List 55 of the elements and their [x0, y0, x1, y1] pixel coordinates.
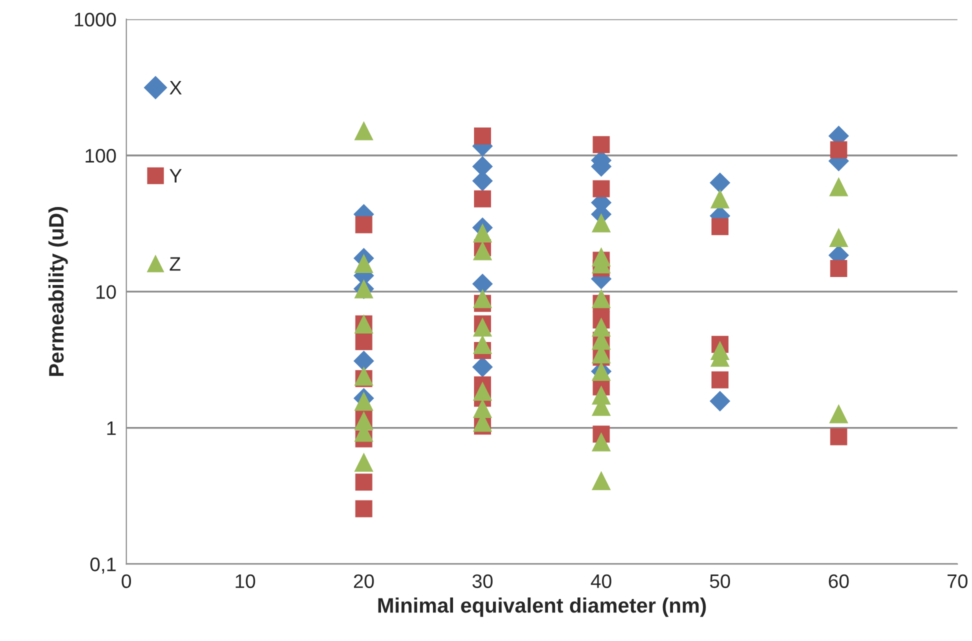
point [472, 317, 492, 337]
point [592, 432, 611, 452]
point [472, 382, 492, 401]
point [710, 390, 730, 412]
x-tick-label: 0 [122, 574, 132, 588]
x-tick-label: 20 [354, 574, 374, 588]
point [710, 189, 730, 208]
legend-label: X [170, 81, 182, 94]
point [355, 333, 372, 350]
y-axis-title: Permeability (uD) [48, 207, 68, 376]
point [354, 254, 374, 274]
point [711, 218, 728, 236]
x-tick-label: 50 [710, 574, 730, 588]
point [830, 428, 848, 446]
point [592, 180, 610, 198]
point [592, 471, 611, 490]
x-tick-label: 10 [236, 574, 256, 588]
point [592, 288, 611, 308]
point [711, 371, 728, 388]
point [830, 260, 848, 277]
point [829, 177, 848, 196]
point [710, 172, 730, 194]
point [355, 500, 372, 518]
x-tick-label: 60 [828, 574, 849, 588]
point [472, 288, 492, 308]
point [354, 121, 374, 140]
y-tick-label: 1 [107, 422, 116, 435]
point [354, 350, 374, 372]
point [592, 213, 611, 232]
x-tick-label: 30 [472, 574, 493, 588]
point [354, 366, 374, 386]
y-tick-label: 10 [96, 285, 116, 299]
point [472, 223, 492, 242]
point [592, 136, 610, 154]
point [472, 398, 492, 418]
point [474, 127, 492, 144]
point [474, 190, 492, 208]
point [472, 334, 492, 354]
x-tick-label: 40 [590, 574, 612, 588]
point [472, 241, 492, 260]
y-tick-label: 100 [86, 148, 116, 163]
point [354, 452, 374, 472]
point [830, 141, 848, 158]
x-axis-title: Minimal equivalent diameter (nm) [378, 597, 706, 617]
point [355, 474, 372, 491]
y-tick-label: 0,1 [90, 558, 116, 574]
legend-label: Z [170, 257, 180, 271]
point [829, 404, 848, 424]
point [472, 274, 493, 294]
point [355, 216, 372, 234]
y-tick-label: 1000 [74, 12, 116, 26]
point [354, 392, 374, 411]
legend-label: Y [170, 169, 182, 183]
x-tick-label: 70 [948, 574, 968, 588]
point [829, 228, 848, 248]
